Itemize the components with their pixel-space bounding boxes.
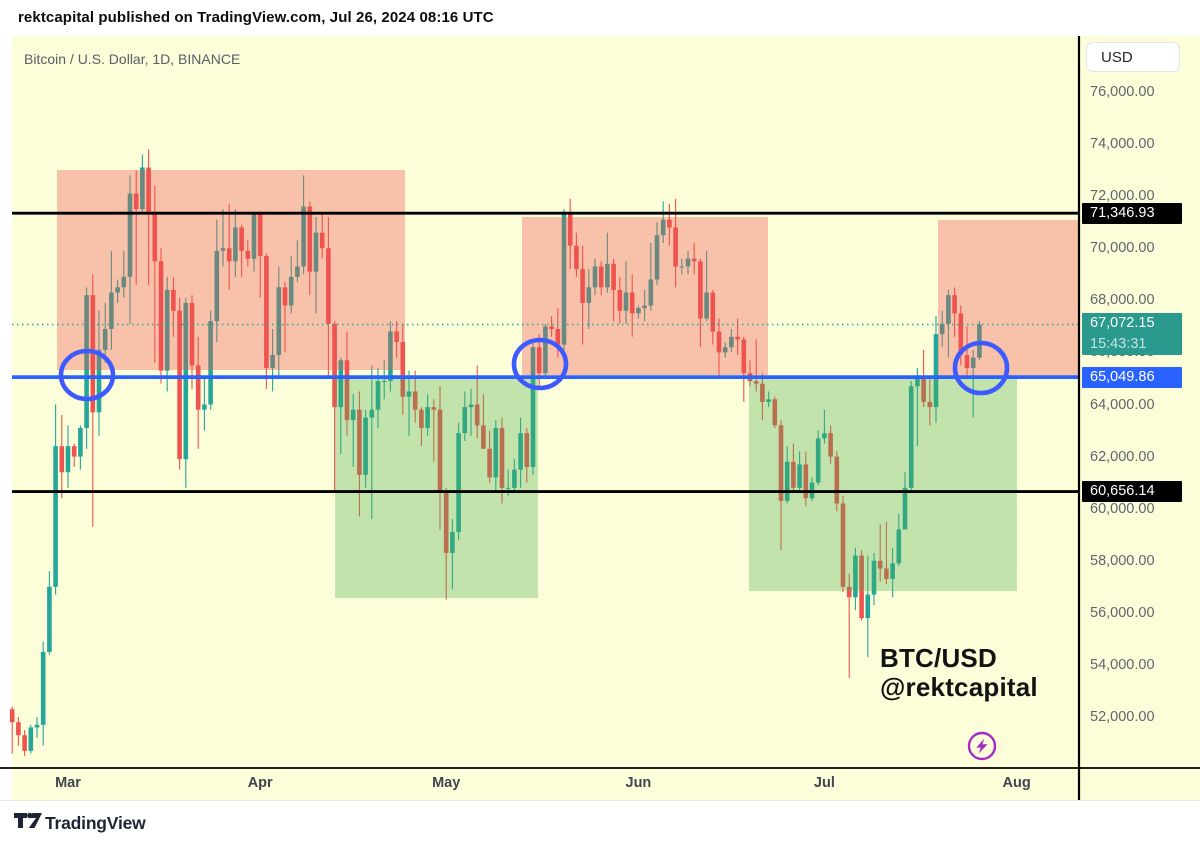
time-axis[interactable]: Mar Apr May Jun Jul Aug (0, 768, 1079, 800)
footer-bar: TradingView (0, 800, 1200, 847)
currency-toggle-button[interactable]: USD (1086, 42, 1180, 72)
price-tick: 72,000.00 (1090, 188, 1155, 205)
month-label: Apr (247, 775, 273, 791)
month-label: Mar (55, 775, 81, 791)
price-tick: 60,000.00 (1090, 500, 1155, 517)
price-tick: 54,000.00 (1090, 656, 1155, 673)
price-level-badge: 60,656.14 (1082, 481, 1182, 503)
last-price-badge: 67,072.15 15:43:31 (1082, 313, 1182, 356)
watermark-symbol: BTC/USD (880, 643, 997, 673)
tradingview-logo-icon (14, 812, 42, 828)
price-tick: 76,000.00 (1090, 84, 1155, 100)
price-tick: 68,000.00 (1090, 292, 1155, 309)
price-level-badge: 71,346.93 (1082, 202, 1182, 224)
month-label: May (432, 775, 461, 791)
price-level-badge: 65,049.86 (1082, 366, 1182, 388)
price-axis[interactable]: 76,000.00 74,000.00 72,000.00 70,000.00 68,0… (1080, 36, 1200, 768)
lightning-idea-icon (967, 731, 997, 761)
highlight-circle (511, 337, 569, 391)
highlight-circle (58, 348, 116, 402)
demand-zone (335, 378, 538, 598)
zones-layer (57, 170, 1078, 598)
candlestick-series (9, 149, 982, 757)
month-label: Jun (625, 775, 652, 791)
tradingview-logo-text: TradingView (45, 813, 146, 833)
price-tick: 58,000.00 (1090, 552, 1155, 569)
month-label: Jul (813, 775, 835, 791)
highlight-circle (952, 340, 1010, 396)
demand-zone (749, 378, 1017, 591)
price-tick: 62,000.00 (1090, 448, 1155, 465)
supply-zone (57, 170, 405, 370)
price-tick: 52,000.00 (1090, 709, 1155, 725)
price-tick: 64,000.00 (1090, 396, 1155, 413)
chart-background (12, 36, 1200, 800)
watermark: BTC/USD @rektcapital (880, 644, 1038, 702)
month-label: Aug (1002, 775, 1031, 791)
header-bar: rektcapital published on TradingView.com… (0, 0, 1200, 36)
price-lines-layer (12, 211, 1079, 493)
tradingview-logo[interactable]: TradingView (0, 801, 170, 848)
highlight-circles-layer (58, 337, 1010, 402)
symbol-legend[interactable]: Bitcoin / U.S. Dollar, 1D, BINANCE (24, 51, 241, 67)
watermark-handle: @rektcapital (880, 672, 1038, 702)
price-tick: 74,000.00 (1090, 136, 1155, 153)
supply-zone (522, 217, 768, 375)
bar-countdown: 15:43:31 (1090, 336, 1147, 353)
price-tick: 70,000.00 (1090, 240, 1155, 257)
price-tick: 56,000.00 (1090, 604, 1155, 621)
publish-attribution: rektcapital published on TradingView.com… (18, 9, 494, 26)
